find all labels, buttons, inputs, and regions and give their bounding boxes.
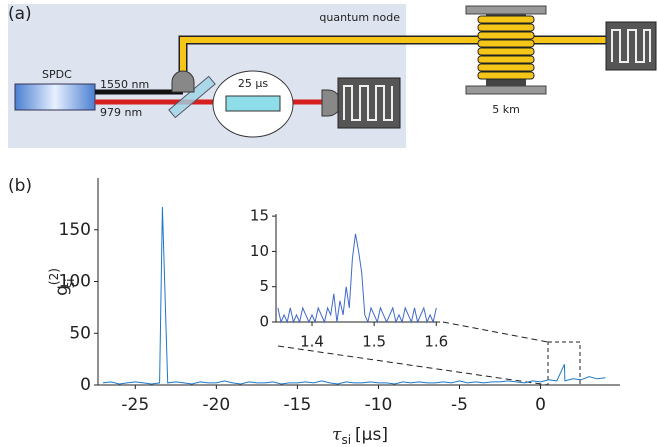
y-tick-label: 0 [80,375,91,395]
x-axis-label: τsi [µs] [332,425,388,447]
detector [171,70,195,93]
data-line [102,206,606,385]
beam-splitter [168,75,216,119]
x-label-base: τ [332,425,342,445]
meander [611,29,651,63]
meander [343,85,393,121]
x-tick-label: -25 [121,395,149,415]
wavelength-label: 979 nm [100,106,142,119]
memory-crystal [225,95,281,112]
x-tick-label: 0 [535,395,546,415]
coil-plate [465,5,547,15]
memory-label: 25 µs [238,77,268,90]
x-label-unit: [µs] [355,425,388,445]
x-tick-label: -10 [365,395,393,415]
x-tick-label: -5 [451,395,468,415]
zoom-line [442,321,549,343]
zoom-box [547,341,581,386]
panel-label: (b) [8,176,32,196]
x-tick-label: 1.6 [424,333,448,351]
zoom-line [277,345,549,386]
fiber-label: 5 km [492,103,520,116]
y-label-base: g [52,285,72,296]
y-tick-label: 150 [59,220,91,240]
panel-label: (a) [8,4,32,24]
y-tick-label: 10 [250,242,269,260]
y-axis-label: g(2) si [47,268,77,296]
x-label-sub: si [341,433,351,447]
y-tick-label: 15 [250,207,269,225]
x-tick-label: 1.5 [362,333,386,351]
wavelength-label: 1550 nm [100,78,149,91]
coil [477,15,535,80]
data-line [277,233,437,324]
y-tick-label: 100 [59,272,91,292]
coil-plate [465,85,547,95]
node-label: quantum node [319,11,400,24]
x-tick-label: -15 [284,395,312,415]
y-tick-label: 0 [259,313,269,331]
y-tick-label: 50 [69,323,91,343]
y-label-sup: (2) [47,268,61,285]
y-label-sub: si [63,279,77,289]
y-tick-label: 5 [259,277,269,295]
source-label: SPDC [42,68,72,81]
x-tick-label: 1.4 [300,333,324,351]
x-tick-label: -20 [202,395,230,415]
spdc-crystal [14,83,96,111]
inset-background [276,212,442,324]
setup-diagram: (a) quantum node SPDC 1550 nm 979 nm 25 … [8,4,657,148]
